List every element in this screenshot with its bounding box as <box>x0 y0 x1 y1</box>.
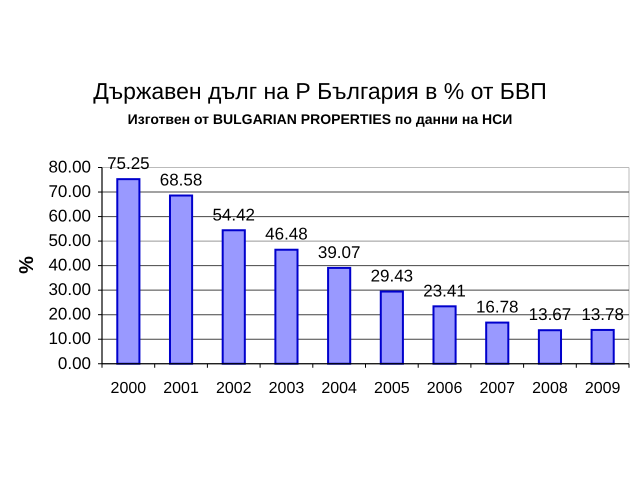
svg-text:2006: 2006 <box>427 380 463 397</box>
svg-text:2000: 2000 <box>111 380 147 397</box>
svg-text:46.48: 46.48 <box>265 225 308 244</box>
svg-text:13.67: 13.67 <box>529 305 572 324</box>
svg-text:2004: 2004 <box>321 380 357 397</box>
svg-text:75.25: 75.25 <box>107 154 150 173</box>
svg-text:2002: 2002 <box>216 380 252 397</box>
svg-text:2009: 2009 <box>585 380 621 397</box>
svg-text:16.78: 16.78 <box>476 298 519 317</box>
svg-text:40.00: 40.00 <box>48 256 91 275</box>
svg-text:20.00: 20.00 <box>48 305 91 324</box>
svg-text:68.58: 68.58 <box>160 171 203 190</box>
svg-text:30.00: 30.00 <box>48 280 91 299</box>
svg-text:54.42: 54.42 <box>212 205 255 224</box>
svg-text:23.41: 23.41 <box>423 281 466 300</box>
svg-text:10.00: 10.00 <box>48 329 91 348</box>
svg-text:2003: 2003 <box>269 380 305 397</box>
svg-text:2008: 2008 <box>532 380 568 397</box>
svg-text:60.00: 60.00 <box>48 207 91 226</box>
svg-text:80.00: 80.00 <box>48 158 91 177</box>
svg-text:0.00: 0.00 <box>58 354 91 373</box>
svg-text:2001: 2001 <box>163 380 199 397</box>
svg-text:%: % <box>16 256 38 274</box>
svg-text:29.43: 29.43 <box>371 267 414 286</box>
svg-text:39.07: 39.07 <box>318 243 361 262</box>
svg-text:2005: 2005 <box>374 380 410 397</box>
svg-text:70.00: 70.00 <box>48 182 91 201</box>
svg-text:50.00: 50.00 <box>48 231 91 250</box>
svg-text:13.78: 13.78 <box>581 305 624 324</box>
svg-text:2007: 2007 <box>479 380 515 397</box>
